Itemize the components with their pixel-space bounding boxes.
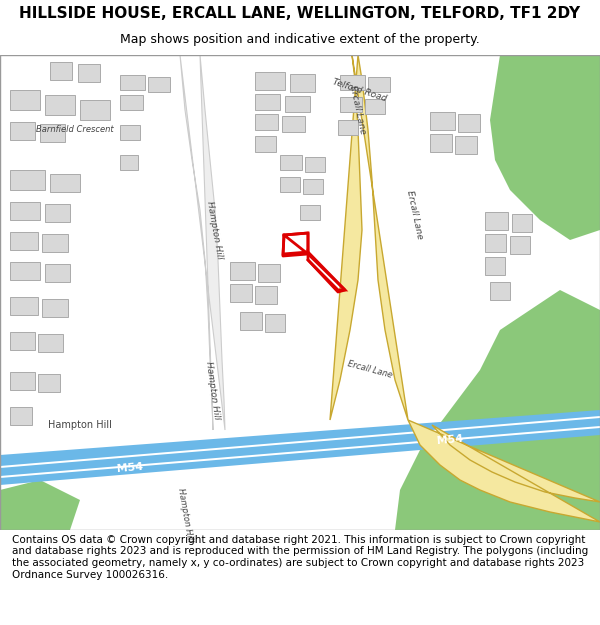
Text: Telford Road: Telford Road [332,77,388,103]
Polygon shape [255,136,276,152]
Polygon shape [458,114,480,132]
Polygon shape [0,416,600,468]
Polygon shape [78,64,100,82]
Polygon shape [230,262,255,280]
Polygon shape [0,410,600,485]
Polygon shape [10,202,40,220]
Text: Contains OS data © Crown copyright and database right 2021. This information is : Contains OS data © Crown copyright and d… [12,535,588,579]
Text: HILLSIDE HOUSE, ERCALL LANE, WELLINGTON, TELFORD, TF1 2DY: HILLSIDE HOUSE, ERCALL LANE, WELLINGTON,… [19,6,581,21]
Polygon shape [340,75,365,90]
Polygon shape [285,96,310,112]
Polygon shape [45,204,70,222]
Polygon shape [230,284,252,302]
Polygon shape [42,234,68,252]
Text: M54: M54 [436,434,464,446]
Polygon shape [38,334,63,352]
Polygon shape [280,177,300,192]
Polygon shape [255,114,278,130]
Polygon shape [282,116,305,132]
Text: Ercall Lane: Ercall Lane [349,85,368,135]
Text: Barnfield Crescent: Barnfield Crescent [36,126,114,134]
Polygon shape [148,77,170,92]
Polygon shape [45,95,75,115]
Polygon shape [255,286,277,304]
Polygon shape [120,155,138,170]
Polygon shape [10,90,40,110]
Polygon shape [490,282,510,300]
Polygon shape [10,297,38,315]
Polygon shape [365,99,385,114]
Polygon shape [303,179,323,194]
Text: Ercall Lane: Ercall Lane [406,190,425,240]
Text: Hampton Hill: Hampton Hill [205,361,221,419]
Polygon shape [408,420,600,522]
Polygon shape [368,77,390,92]
Polygon shape [180,55,225,430]
Text: Ercall Lane: Ercall Lane [347,360,394,380]
Polygon shape [455,136,477,154]
Polygon shape [10,232,38,250]
Polygon shape [512,214,532,232]
Polygon shape [300,205,320,220]
Polygon shape [240,312,262,330]
Polygon shape [290,74,315,92]
Polygon shape [485,257,505,275]
Polygon shape [340,97,362,112]
Polygon shape [305,157,325,172]
Polygon shape [430,134,452,152]
Polygon shape [330,55,408,420]
Polygon shape [50,174,80,192]
Polygon shape [10,122,35,140]
Polygon shape [0,480,80,530]
Polygon shape [0,426,600,478]
Polygon shape [280,155,302,170]
Text: Map shows position and indicative extent of the property.: Map shows position and indicative extent… [120,33,480,46]
Polygon shape [265,314,285,332]
Polygon shape [430,112,455,130]
Polygon shape [395,290,600,530]
Polygon shape [45,264,70,282]
Polygon shape [80,100,110,120]
Text: Hampton Hill: Hampton Hill [176,488,194,542]
Polygon shape [338,120,358,135]
Polygon shape [10,170,45,190]
Text: Hampton Hill: Hampton Hill [205,201,224,259]
Polygon shape [485,212,508,230]
Polygon shape [10,332,35,350]
Polygon shape [120,125,140,140]
Polygon shape [38,374,60,392]
Polygon shape [490,55,600,240]
Polygon shape [40,124,65,142]
Polygon shape [510,236,530,254]
Polygon shape [255,72,285,90]
Polygon shape [255,94,280,110]
Polygon shape [10,407,32,425]
Polygon shape [258,264,280,282]
Polygon shape [120,75,145,90]
Polygon shape [50,62,72,80]
Polygon shape [10,262,40,280]
Text: Hampton Hill: Hampton Hill [48,420,112,430]
Polygon shape [120,95,143,110]
Polygon shape [10,372,35,390]
Text: M54: M54 [116,462,143,474]
Polygon shape [485,234,506,252]
Polygon shape [42,299,68,317]
